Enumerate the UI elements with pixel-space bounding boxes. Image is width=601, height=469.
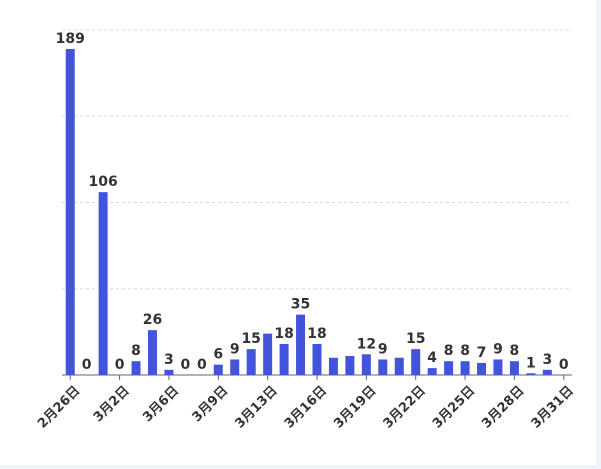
bar [296, 314, 306, 375]
bar [444, 361, 454, 375]
bar [263, 333, 273, 375]
bar [147, 330, 157, 375]
value-label: 18 [307, 326, 326, 342]
bar [328, 357, 338, 375]
bar [312, 343, 322, 375]
bar [98, 192, 108, 375]
value-label: 0 [559, 357, 569, 373]
value-label: 8 [131, 343, 141, 359]
value-label: 8 [460, 343, 470, 359]
bar [477, 362, 487, 375]
value-label: 106 [89, 174, 118, 190]
bar [493, 359, 503, 375]
value-label: 0 [197, 357, 207, 373]
bar [246, 349, 256, 375]
value-label: 15 [406, 331, 425, 347]
bar [427, 368, 437, 375]
bar [542, 369, 552, 375]
value-label: 0 [82, 357, 92, 373]
bar [411, 349, 421, 375]
value-label: 9 [493, 341, 503, 357]
value-label: 9 [230, 341, 240, 357]
bar [345, 356, 355, 375]
bar [164, 369, 174, 375]
bar [509, 361, 519, 375]
value-label: 9 [378, 341, 388, 357]
bar [213, 364, 223, 375]
value-label: 3 [542, 352, 552, 368]
bar [460, 361, 470, 375]
value-label: 0 [115, 357, 125, 373]
bar [378, 359, 388, 375]
value-label: 6 [213, 347, 223, 363]
value-label: 189 [56, 31, 85, 47]
bar [361, 354, 371, 375]
bar [230, 359, 240, 375]
value-label: 26 [143, 312, 162, 328]
value-label: 35 [291, 297, 310, 313]
value-label: 4 [427, 350, 437, 366]
value-label: 3 [164, 352, 174, 368]
value-label: 0 [181, 357, 191, 373]
bar [394, 357, 404, 375]
bar [526, 373, 536, 375]
bar [279, 343, 289, 375]
bar [65, 48, 75, 375]
value-label: 15 [241, 331, 260, 347]
bar [131, 361, 141, 375]
value-label: 18 [274, 326, 293, 342]
value-label: 12 [357, 336, 376, 352]
value-label: 7 [477, 345, 487, 361]
value-label: 8 [444, 343, 454, 359]
value-label: 1 [526, 355, 536, 371]
value-label: 8 [510, 343, 520, 359]
